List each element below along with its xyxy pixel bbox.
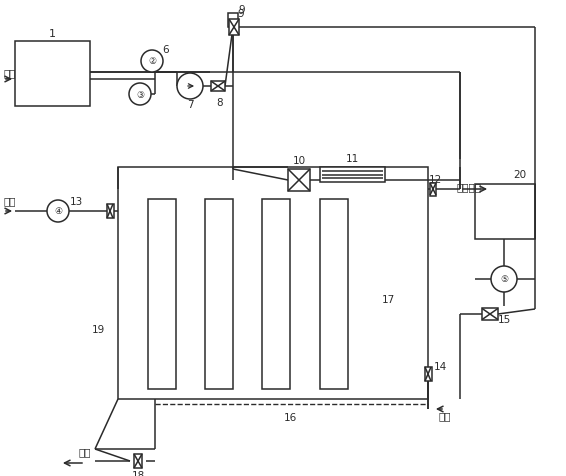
Bar [262, 199, 290, 389]
Bar [482, 309, 498, 320]
Bar [425, 367, 432, 381]
Text: 1: 1 [49, 29, 56, 39]
Text: 9: 9 [238, 9, 245, 19]
Text: 18: 18 [131, 470, 145, 476]
Text: 6: 6 [162, 45, 169, 55]
Bar [320, 168, 385, 183]
Bar [430, 184, 436, 197]
Text: 污水出水: 污水出水 [456, 182, 481, 192]
Text: 曝气: 曝气 [439, 410, 451, 420]
Bar [228, 14, 238, 28]
Bar [15, 42, 90, 107]
Text: 排水: 排水 [79, 446, 91, 456]
Text: 11: 11 [346, 154, 359, 164]
Bar [148, 199, 176, 389]
Text: ②: ② [148, 58, 156, 66]
Bar [320, 199, 348, 389]
Circle shape [491, 267, 517, 292]
Text: 12: 12 [428, 175, 441, 185]
Text: ④: ④ [54, 207, 62, 216]
Text: 10: 10 [293, 156, 306, 166]
Text: 20: 20 [513, 169, 526, 179]
Bar [107, 205, 114, 218]
Bar [229, 20, 239, 36]
Bar [205, 199, 233, 389]
Bar [118, 168, 428, 399]
Circle shape [177, 74, 203, 100]
Text: 15: 15 [498, 314, 511, 324]
Text: 17: 17 [381, 294, 395, 304]
Text: ⑤: ⑤ [500, 275, 508, 284]
Text: 14: 14 [434, 361, 447, 371]
Bar [288, 169, 310, 192]
Bar [211, 82, 225, 92]
Text: 19: 19 [91, 324, 105, 334]
Text: 16: 16 [284, 412, 297, 422]
Circle shape [141, 51, 163, 73]
Text: ③: ③ [136, 90, 144, 99]
Bar [475, 185, 535, 239]
Bar [134, 454, 142, 468]
Text: 污水: 污水 [3, 196, 15, 206]
Text: 8: 8 [217, 98, 224, 108]
Text: 清水: 清水 [3, 68, 15, 78]
Text: 13: 13 [70, 197, 83, 207]
Text: 7: 7 [187, 100, 194, 110]
Circle shape [129, 84, 151, 106]
Text: 9: 9 [239, 5, 245, 15]
Circle shape [47, 200, 69, 223]
